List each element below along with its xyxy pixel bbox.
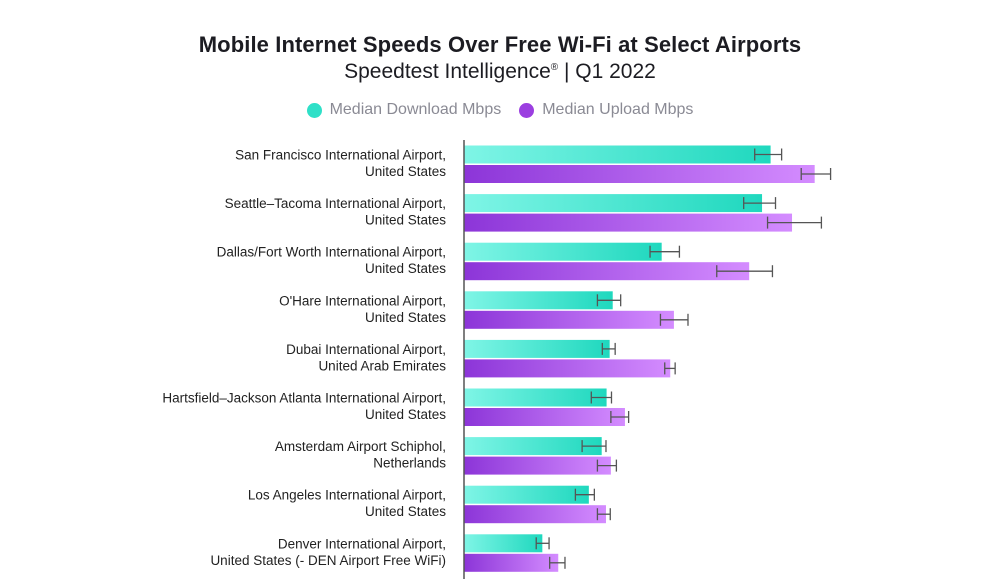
legend-label-upload: Median Upload Mbps (542, 101, 694, 118)
download-bar (464, 437, 602, 456)
error-bar (743, 197, 777, 210)
upload-bar (464, 408, 625, 426)
error-bar (549, 556, 566, 569)
error-bar (590, 391, 613, 404)
download-bar (464, 388, 607, 407)
legend-item-download: Median Download Mbps (306, 101, 502, 119)
legend-swatch-download (306, 102, 322, 118)
category-label: United States (365, 164, 446, 179)
category-label: Seattle–Tacoma International Airport, (225, 196, 446, 211)
category-label: Denver International Airport, (278, 536, 446, 551)
legend-swatch-upload (519, 102, 535, 118)
upload-bar (464, 262, 750, 281)
subtitle-tail: | Q1 2022 (558, 60, 656, 83)
download-bar (464, 242, 662, 261)
download-bar (464, 194, 763, 213)
error-bar (601, 342, 616, 355)
error-bar (596, 508, 611, 521)
upload-bar (464, 553, 559, 572)
error-bar (664, 362, 676, 375)
download-bar (464, 339, 610, 358)
download-bar (464, 145, 771, 164)
upload-bar (464, 456, 611, 475)
chart-title: Mobile Internet Speeds Over Free Wi-Fi a… (198, 32, 802, 57)
upload-bar (464, 310, 674, 329)
upload-bar (464, 505, 606, 524)
error-bar (649, 245, 681, 258)
chart-subtitle: Speedtest Intelligence® | Q1 2022 (0, 60, 1000, 84)
registered-mark: ® (550, 62, 559, 73)
error-bar (596, 459, 618, 472)
error-bar (800, 168, 832, 180)
download-bar (464, 534, 543, 553)
download-bar (464, 485, 589, 504)
category-label: United States (365, 504, 446, 519)
category-label: San Francisco International Airport, (235, 148, 446, 163)
category-label: United States (- DEN Airport Free WiFi) (210, 553, 446, 568)
error-bar (581, 440, 607, 453)
error-bar (574, 488, 596, 501)
legend-item-upload: Median Upload Mbps (519, 101, 693, 119)
subtitle-main: Speedtest Intelligence (344, 60, 551, 83)
error-bar (596, 294, 622, 307)
upload-bar (464, 213, 793, 232)
category-label: Hartsfield–Jackson Atlanta International… (162, 391, 446, 406)
error-bar (610, 411, 630, 423)
chart-legend: Median Download Mbps Median Upload Mbps (0, 101, 1000, 119)
category-label: O'Hare International Airport, (279, 293, 446, 308)
legend-label-download: Median Download Mbps (329, 101, 502, 118)
category-label: United Arab Emirates (318, 358, 446, 373)
category-label: United States (365, 261, 446, 276)
category-label: Dallas/Fort Worth International Airport, (217, 245, 446, 260)
category-label: United States (365, 310, 446, 325)
download-bar (464, 291, 613, 310)
upload-bar (464, 165, 815, 183)
error-bar (659, 313, 689, 326)
category-label: United States (365, 407, 446, 422)
error-bar (716, 265, 774, 278)
category-label: Los Angeles International Airport, (248, 488, 446, 503)
error-bar (766, 216, 823, 229)
category-label: Amsterdam Airport Schiphol, (275, 439, 446, 454)
category-label: Dubai International Airport, (286, 342, 446, 357)
error-bar (754, 148, 783, 161)
upload-bar (464, 359, 671, 378)
category-label: United States (365, 213, 446, 228)
error-bar (535, 537, 550, 550)
category-label: Netherlands (373, 456, 446, 471)
